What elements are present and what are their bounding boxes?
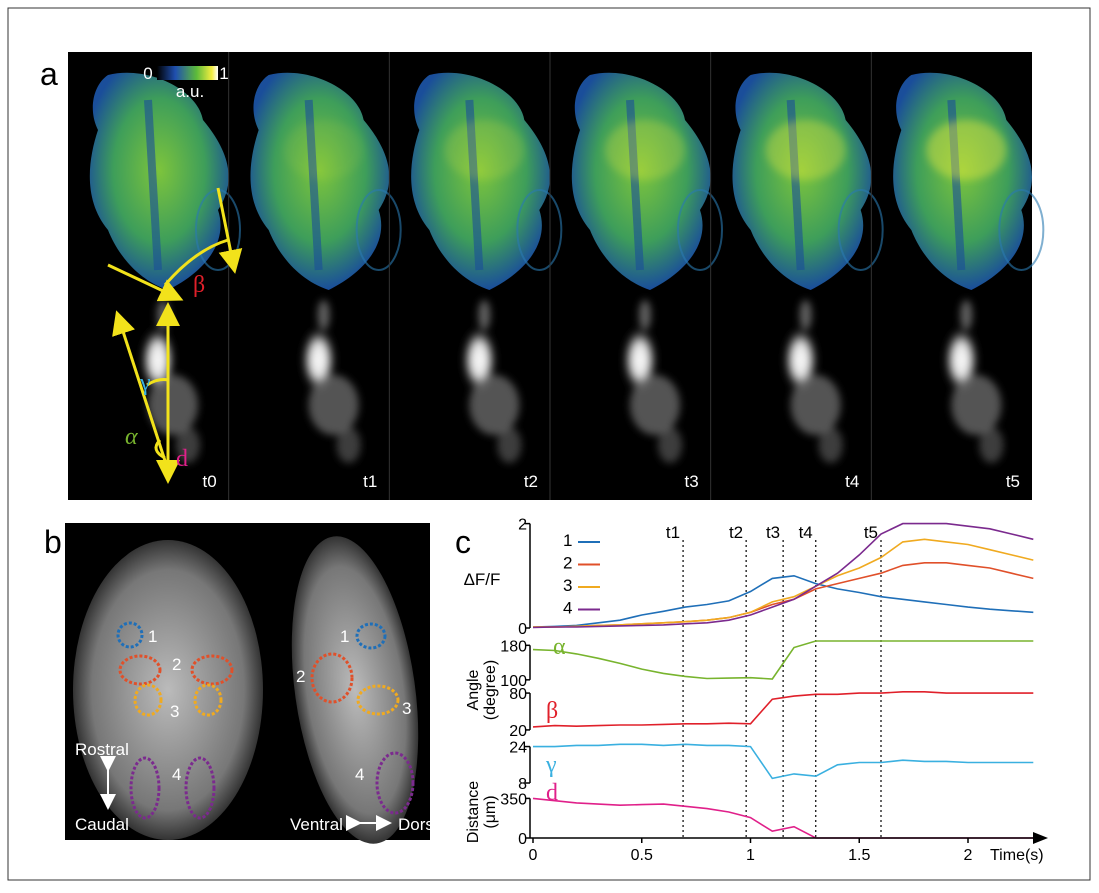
page: a b c t0t1t2t3t4t5 0 1 a.u. β γ α d 1234…	[0, 0, 1099, 893]
colorbar	[157, 66, 218, 80]
figure: a b c t0t1t2t3t4t5 0 1 a.u. β γ α d 1234…	[0, 0, 1099, 888]
y-axis-unit: (μm)	[482, 795, 499, 828]
panel-label: a	[40, 56, 58, 92]
colorbar-unit: a.u.	[176, 82, 204, 101]
activity-highlight	[444, 120, 524, 180]
y-axis-label: Angle	[465, 669, 482, 710]
legend-label: 3	[563, 576, 572, 595]
orientation-label: Caudal	[75, 815, 129, 834]
colorbar-max: 1	[219, 64, 228, 83]
x-tick-label: 0.5	[631, 847, 653, 864]
activity-highlight	[766, 120, 846, 180]
roi-label: 1	[148, 627, 157, 646]
y-axis-label: ΔF/F	[464, 570, 501, 589]
y-tick-label: 180	[500, 638, 527, 655]
orientation-label: Dorsal	[398, 815, 447, 834]
event-label: t3	[766, 523, 780, 542]
series-label: β	[546, 698, 558, 724]
legend-label: 1	[563, 531, 572, 550]
alpha-label: α	[125, 424, 138, 450]
series-line	[533, 563, 1033, 627]
d-label: d	[176, 446, 188, 472]
legend-label: 2	[563, 554, 572, 573]
panel-a-images: t0 t1 t2 t3 t4 t5 0 1 a.u. β γ α d	[68, 52, 1043, 500]
activity-highlight	[605, 120, 685, 180]
roi-label: 4	[355, 765, 364, 784]
activity-highlight	[926, 120, 1006, 180]
beta-label: β	[193, 272, 205, 298]
series-line	[533, 539, 1033, 627]
roi-label: 3	[170, 702, 179, 721]
time-label: t0	[202, 472, 216, 491]
roi-label: 2	[172, 655, 181, 674]
time-label: t3	[684, 472, 698, 491]
series-line	[533, 798, 1033, 838]
y-axis-label: Distance	[465, 781, 482, 843]
y-tick-label: 24	[509, 740, 527, 757]
y-axis-unit: (degree)	[482, 660, 499, 720]
series-label: d	[546, 780, 558, 806]
y-tick-label: 0	[518, 831, 527, 848]
time-label: t2	[524, 472, 538, 491]
panel-label: c	[455, 524, 471, 560]
time-label: t4	[845, 472, 859, 491]
event-label: t1	[666, 523, 680, 542]
event-label: t4	[799, 523, 813, 542]
brain-ventral	[73, 540, 263, 840]
roi-label: 4	[172, 765, 181, 784]
roi-label: 1	[340, 627, 349, 646]
activity-highlight	[284, 120, 364, 180]
panel-label: b	[44, 524, 62, 560]
colorbar-min: 0	[143, 64, 152, 83]
x-axis-label: Time(s)	[990, 847, 1044, 864]
orientation-label: Ventral	[290, 815, 343, 834]
time-label: t1	[363, 472, 377, 491]
gamma-label: γ	[139, 370, 151, 396]
time-label: t5	[1006, 472, 1020, 491]
series-label: α	[553, 634, 566, 660]
x-tick-label: 0	[529, 847, 538, 864]
y-tick-label: 350	[500, 791, 527, 808]
x-tick-label: 2	[964, 847, 973, 864]
y-tick-label: 2	[518, 517, 527, 534]
y-tick-label: 0	[518, 621, 527, 638]
legend-label: 4	[563, 599, 572, 618]
series-label: γ	[545, 752, 557, 778]
roi-label: 3	[402, 699, 411, 718]
x-tick-label: 1.5	[848, 847, 870, 864]
event-label: t2	[729, 523, 743, 542]
x-tick-label: 1	[746, 847, 755, 864]
y-tick-label: 80	[509, 686, 527, 703]
y-tick-label: 20	[509, 723, 527, 740]
orientation-label: Rostral	[75, 740, 129, 759]
roi-label: 2	[296, 667, 305, 686]
